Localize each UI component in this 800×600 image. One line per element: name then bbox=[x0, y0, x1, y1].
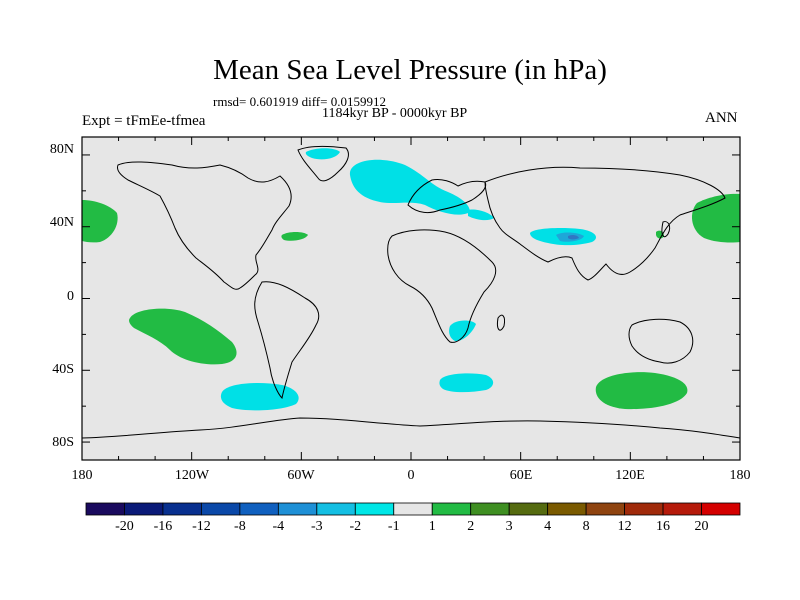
colorbar-label: -20 bbox=[115, 519, 134, 534]
colorbar-swatch bbox=[585, 502, 625, 516]
coastline-south-america bbox=[254, 281, 320, 400]
anomaly-north-pacific-east-high bbox=[82, 200, 118, 243]
colorbar-label: 1 bbox=[428, 519, 436, 534]
coastline-layer bbox=[81, 145, 741, 439]
colorbar-label: -1 bbox=[387, 519, 400, 534]
coastline-africa bbox=[387, 229, 497, 343]
lon-label-180e: 180 bbox=[729, 468, 751, 483]
colorbar-swatch bbox=[624, 502, 664, 516]
lon-label-180w: 180 bbox=[71, 468, 93, 483]
colorbar-label: 12 bbox=[617, 519, 632, 534]
colorbar-swatch bbox=[201, 502, 241, 516]
anomaly-drake-low bbox=[220, 383, 299, 411]
season-label: ANN bbox=[705, 110, 738, 126]
anomaly-south-indian-high bbox=[595, 372, 688, 410]
colorbar bbox=[85, 502, 741, 516]
coastline-north-america bbox=[117, 161, 292, 290]
anomaly-south-atlantic-low bbox=[439, 373, 494, 393]
colorbar-swatch bbox=[701, 502, 741, 516]
colorbar-swatch bbox=[508, 502, 549, 516]
colorbar-label: -16 bbox=[153, 519, 173, 534]
lat-label-80s: 80S bbox=[52, 435, 74, 450]
colorbar-label: -4 bbox=[272, 519, 285, 534]
anomaly-south-pacific-high bbox=[129, 308, 237, 365]
lon-label-60e: 60E bbox=[509, 468, 533, 483]
colorbar-swatch bbox=[470, 502, 510, 516]
chart-title: Mean Sea Level Pressure (in hPa) bbox=[213, 54, 607, 86]
lon-label-0: 0 bbox=[407, 468, 415, 483]
colorbar-label: 16 bbox=[656, 519, 671, 534]
coastline-australia bbox=[628, 318, 694, 364]
coastline-asia bbox=[484, 166, 726, 281]
anomaly-layer bbox=[82, 148, 740, 411]
anomaly-south-africa-low bbox=[449, 320, 476, 342]
anomaly-atlantic-small-high bbox=[281, 232, 308, 241]
anomaly-north-atlantic-low-tail bbox=[468, 209, 494, 221]
tick-layer bbox=[81, 137, 741, 460]
lat-label-40s: 40S bbox=[52, 362, 74, 377]
colorbar-swatch bbox=[124, 502, 164, 516]
coastline-greenland bbox=[297, 145, 349, 182]
anomaly-greenland-low bbox=[305, 148, 340, 160]
colorbar-label: 2 bbox=[467, 519, 475, 534]
colorbar-swatch bbox=[393, 502, 433, 516]
colorbar-label: -12 bbox=[192, 519, 211, 534]
colorbar-swatch bbox=[277, 502, 318, 516]
colorbar-label: -3 bbox=[310, 519, 323, 534]
colorbar-label: 3 bbox=[505, 519, 513, 534]
colorbar-label: -8 bbox=[234, 519, 246, 534]
colorbar-label: -2 bbox=[349, 519, 362, 534]
lon-label-60w: 60W bbox=[287, 468, 315, 483]
stats-line: rmsd= 0.601919 diff= 0.0159912 bbox=[213, 94, 386, 109]
colorbar-swatch bbox=[239, 502, 279, 516]
colorbar-swatch bbox=[85, 502, 125, 516]
colorbar-swatch bbox=[316, 502, 356, 516]
colorbar-label: 8 bbox=[582, 519, 590, 534]
anomaly-tibet-center bbox=[568, 234, 579, 240]
colorbar-swatch bbox=[662, 502, 702, 516]
colorbar-swatch bbox=[162, 502, 202, 516]
colorbar-swatch bbox=[431, 502, 472, 516]
anomaly-north-atlantic-low bbox=[349, 159, 470, 215]
coastline-antarctica bbox=[81, 417, 741, 439]
coastline-madagascar bbox=[497, 314, 505, 331]
period-label: 1184kyr BP - 0000kyr BP bbox=[322, 106, 468, 121]
experiment-label: Expt = tFmEe-tfmea bbox=[82, 113, 206, 129]
colorbar-swatch bbox=[354, 502, 395, 516]
coastline-japan bbox=[661, 221, 671, 238]
lat-label-0: 0 bbox=[67, 289, 74, 304]
colorbar-swatch bbox=[547, 502, 587, 516]
colorbar-label: 4 bbox=[544, 519, 552, 534]
lat-label-40n: 40N bbox=[49, 215, 74, 230]
lon-label-120w: 120W bbox=[174, 468, 210, 483]
lat-label-80n: 80N bbox=[49, 142, 74, 157]
lon-label-120e: 120E bbox=[615, 468, 645, 483]
colorbar-label: 20 bbox=[694, 519, 709, 534]
anomaly-north-pacific-west-high bbox=[691, 193, 740, 243]
